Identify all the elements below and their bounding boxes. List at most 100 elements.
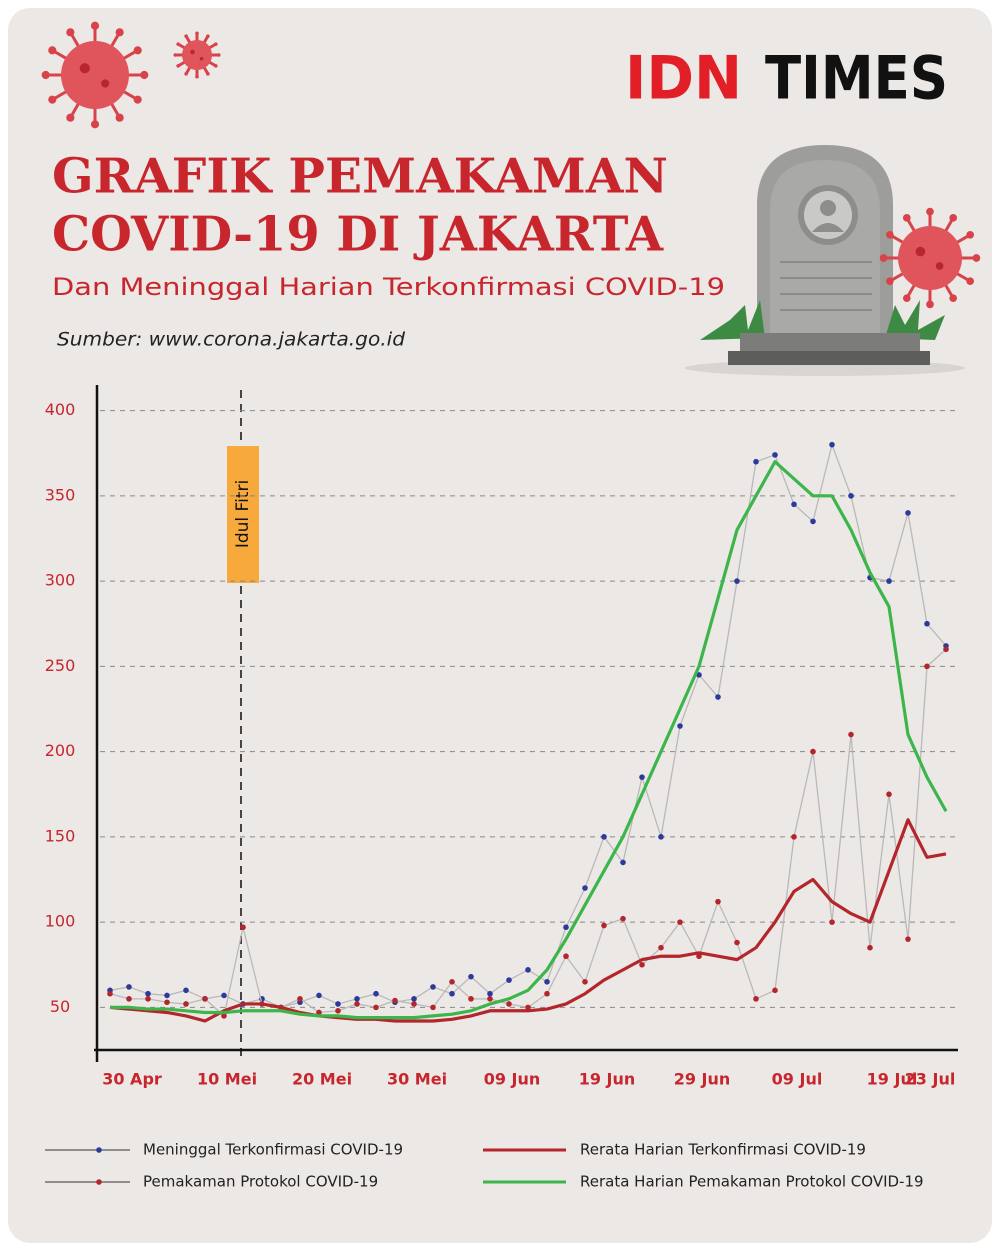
data-point <box>943 646 949 653</box>
data-point <box>487 996 493 1002</box>
legend-label: Rerata Harian Pemakaman Protokol COVID-1… <box>580 1173 924 1191</box>
virus-tip <box>66 28 75 37</box>
data-point <box>696 953 702 960</box>
virus-tip <box>206 72 210 76</box>
data-point <box>620 859 626 866</box>
y-tick-label: 200 <box>45 741 76 760</box>
virus-tip <box>140 70 149 80</box>
data-point <box>183 1001 189 1007</box>
x-tick-label: 23 Jul <box>905 1070 956 1089</box>
y-tick-label: 400 <box>45 400 76 419</box>
data-point <box>183 987 189 994</box>
data-point <box>544 990 550 997</box>
data-point <box>430 1004 436 1011</box>
annotation-box <box>227 446 259 583</box>
data-point <box>772 987 778 994</box>
virus-spot <box>79 63 90 74</box>
data-point <box>297 996 303 1002</box>
series-line <box>109 818 947 1023</box>
virus-tip <box>133 95 142 104</box>
virus-tip <box>184 72 188 76</box>
data-point <box>772 452 778 458</box>
tombstone-base <box>740 333 920 353</box>
data-point <box>525 1004 531 1011</box>
data-point <box>525 967 531 973</box>
x-tick-label: 30 Apr <box>102 1070 162 1089</box>
data-point <box>107 990 113 997</box>
data-point <box>544 978 550 985</box>
data-point <box>126 996 132 1002</box>
virus-tip <box>966 230 975 239</box>
virus-tip <box>214 42 218 46</box>
virus-tip <box>966 277 975 286</box>
virus-tip <box>885 230 894 239</box>
x-tick-label: 10 Mei <box>197 1070 257 1089</box>
data-point <box>202 996 208 1002</box>
x-tick-label: 19 Jul <box>867 1070 918 1089</box>
virus-tip <box>176 42 180 46</box>
x-tick-label: 29 Jun <box>674 1070 731 1089</box>
title-line: GRAFIK PEMAKAMAN <box>52 149 668 205</box>
virus-body <box>61 41 129 109</box>
virus-spot <box>935 262 944 270</box>
legend-dot <box>96 1179 102 1185</box>
data-point <box>582 978 588 985</box>
data-point <box>658 834 664 840</box>
data-point <box>354 996 360 1002</box>
virus-tip <box>48 95 57 104</box>
data-point <box>373 990 379 997</box>
y-tick-label: 300 <box>45 571 76 590</box>
virus-tip <box>902 213 911 222</box>
data-point <box>392 997 398 1004</box>
virus-tip <box>173 53 178 57</box>
virus-tip <box>90 120 100 129</box>
portrait-head <box>820 200 836 216</box>
virus-tip <box>926 207 934 216</box>
data-point <box>563 953 569 960</box>
data-point <box>829 919 835 925</box>
virus-tip <box>133 46 142 55</box>
data-point <box>639 774 645 780</box>
y-tick-label: 250 <box>45 656 76 675</box>
data-point <box>791 834 797 840</box>
data-point <box>829 441 835 448</box>
data-point <box>582 885 588 891</box>
data-point <box>221 1013 227 1019</box>
data-point <box>753 996 759 1002</box>
data-point <box>506 977 512 983</box>
data-point <box>905 936 911 942</box>
data-point <box>658 944 664 951</box>
data-point <box>753 458 759 465</box>
virus-tip <box>195 74 199 79</box>
y-tick-label: 50 <box>50 997 70 1016</box>
virus-tip <box>41 70 50 80</box>
virus-tip <box>885 277 894 286</box>
virus-spot <box>101 79 110 88</box>
portrait-body <box>812 223 844 232</box>
data-point <box>715 694 721 700</box>
series-line <box>110 460 948 1020</box>
grass <box>885 300 945 340</box>
data-point <box>810 518 816 525</box>
data-point <box>468 996 474 1002</box>
data-point <box>430 984 436 990</box>
data-point <box>468 973 474 980</box>
data-point <box>924 620 930 627</box>
data-point <box>145 996 151 1002</box>
data-point <box>867 944 873 951</box>
x-tick-label: 09 Jun <box>484 1070 541 1089</box>
tombstone-base <box>728 351 930 365</box>
data-point <box>411 1001 417 1007</box>
virus-tip <box>949 213 958 222</box>
virus-tip <box>926 300 934 309</box>
virus-tip <box>216 53 221 57</box>
virus-tip <box>48 46 57 55</box>
data-point <box>335 1001 341 1007</box>
data-point <box>240 924 246 931</box>
data-point <box>221 992 227 999</box>
data-point <box>449 978 455 985</box>
data-point <box>734 578 740 584</box>
x-tick-label: 09 Jul <box>772 1070 823 1089</box>
data-point <box>145 990 151 997</box>
